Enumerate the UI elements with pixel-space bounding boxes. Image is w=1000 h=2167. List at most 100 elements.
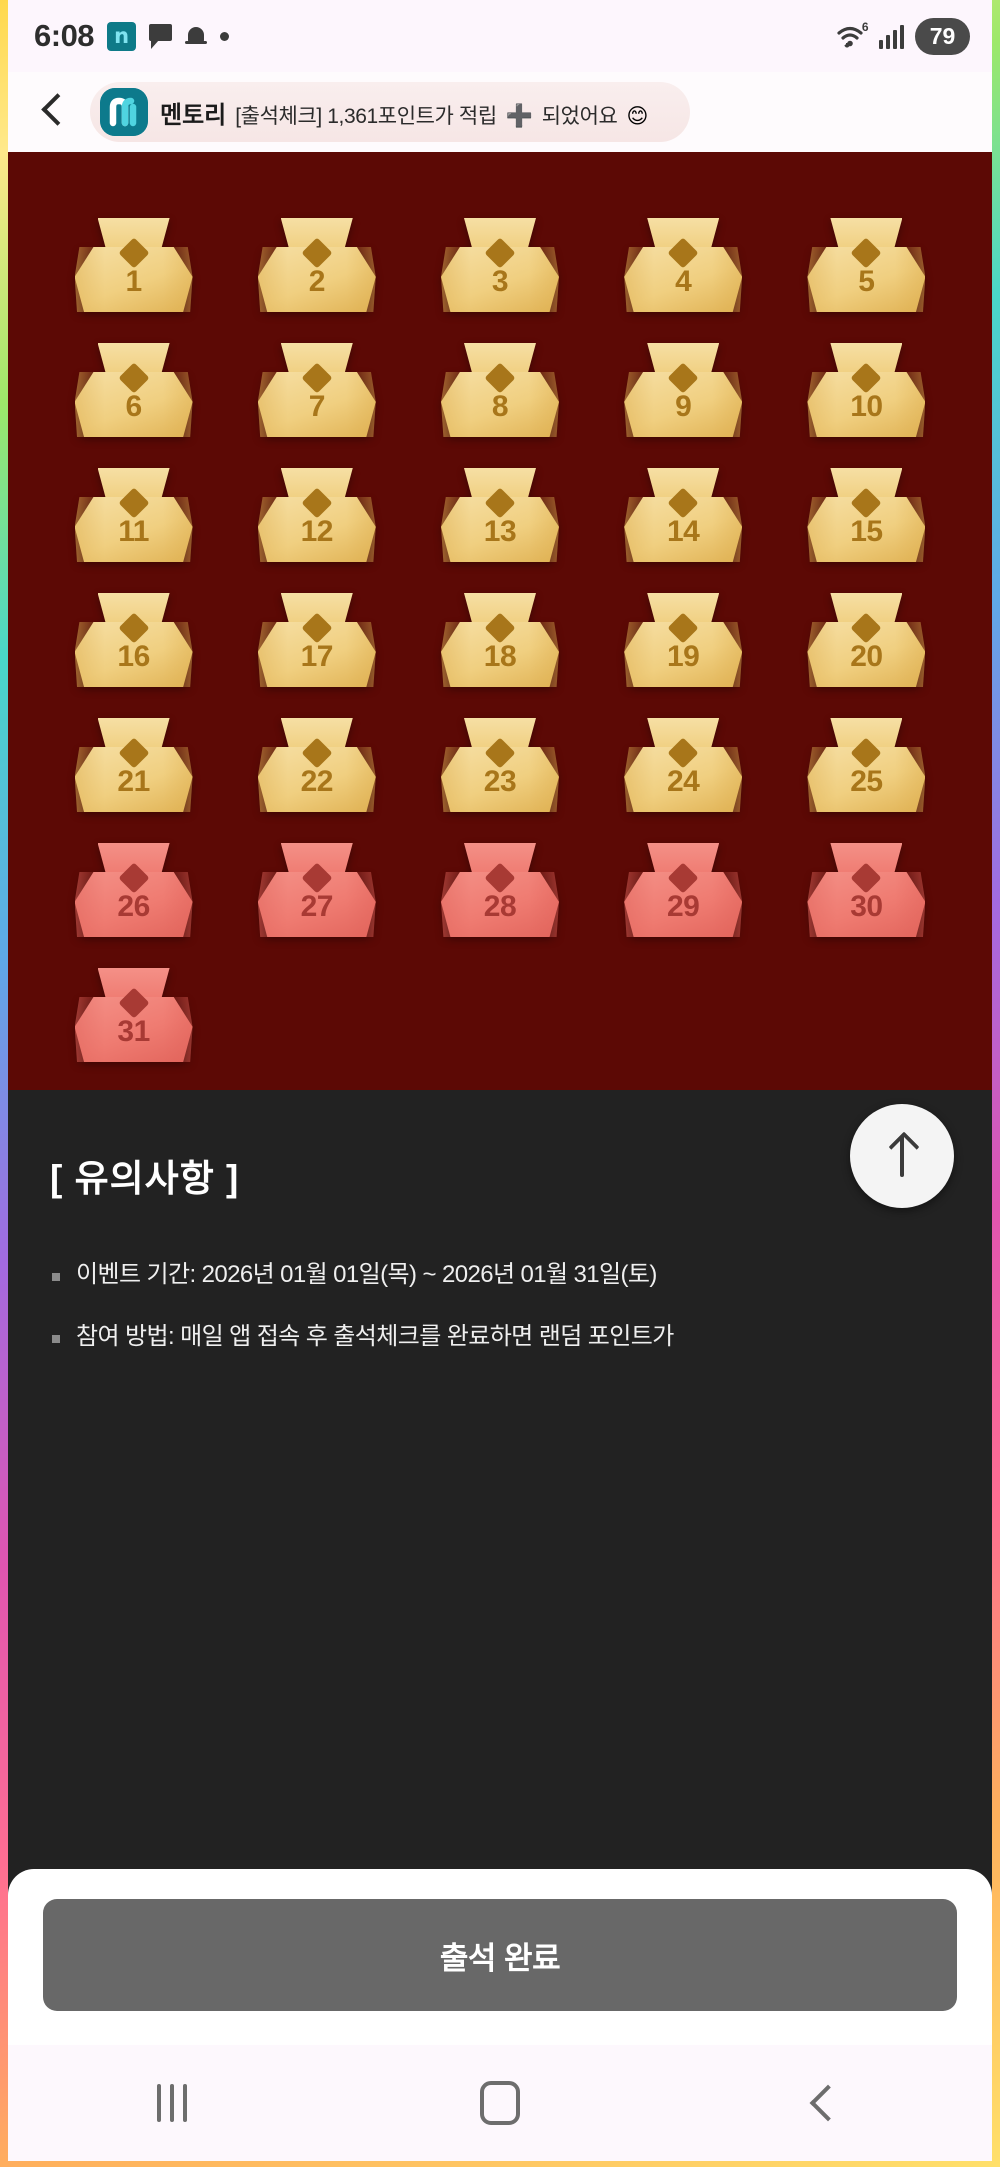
calendar-day-19[interactable]: 19 bbox=[624, 593, 743, 687]
day-number: 19 bbox=[667, 640, 700, 673]
bag-shade-right bbox=[162, 247, 193, 312]
day-number: 10 bbox=[850, 390, 883, 423]
bag-shade-right bbox=[528, 372, 559, 437]
attendance-calendar: 1 2 3 4 5 6 7 8 9 10 11 12 13 14 15 16 17 18 19 20 21 22 23 24 2… bbox=[8, 152, 992, 1090]
bag-shade-left bbox=[440, 747, 471, 812]
bag-shade-right bbox=[528, 247, 559, 312]
notice-heading: [ 유의사항 ] bbox=[50, 1158, 240, 1199]
wifi-icon: 6 bbox=[835, 20, 869, 50]
calendar-day-2[interactable]: 2 bbox=[257, 218, 376, 312]
day-number: 11 bbox=[118, 515, 149, 548]
bag-shade-left bbox=[257, 372, 288, 437]
day-number: 4 bbox=[675, 265, 692, 298]
calendar-day-10[interactable]: 10 bbox=[807, 343, 926, 437]
bag-shade-right bbox=[162, 872, 193, 937]
calendar-day-21[interactable]: 21 bbox=[74, 718, 193, 812]
bag-shade-left bbox=[807, 247, 838, 312]
bag-shade-right bbox=[712, 497, 743, 562]
day-number: 20 bbox=[850, 640, 883, 673]
day-number: 25 bbox=[850, 765, 883, 798]
home-button[interactable] bbox=[425, 2045, 575, 2161]
day-number: 14 bbox=[667, 515, 700, 548]
bag-shade-left bbox=[807, 872, 838, 937]
calendar-day-20[interactable]: 20 bbox=[807, 593, 926, 687]
day-number: 15 bbox=[850, 515, 883, 548]
calendar-day-14[interactable]: 14 bbox=[624, 468, 743, 562]
calendar-day-22[interactable]: 22 bbox=[257, 718, 376, 812]
bag-shade-right bbox=[162, 622, 193, 687]
dot-icon bbox=[220, 31, 230, 41]
bag-shade-right bbox=[528, 497, 559, 562]
bag-shade-left bbox=[807, 747, 838, 812]
calendar-day-8[interactable]: 8 bbox=[440, 343, 559, 437]
day-number: 8 bbox=[491, 390, 509, 423]
bag-shade-left bbox=[257, 622, 288, 687]
calendar-day-3[interactable]: 3 bbox=[440, 218, 559, 312]
bottom-action-sheet: 출석 완료 bbox=[8, 1869, 992, 2045]
status-bar-right: 6 79 bbox=[835, 17, 970, 55]
calendar-day-13[interactable]: 13 bbox=[440, 468, 559, 562]
calendar-day-24[interactable]: 24 bbox=[624, 718, 743, 812]
calendar-day-28[interactable]: 28 bbox=[440, 843, 559, 937]
bag-shade-left bbox=[624, 622, 655, 687]
attendance-complete-button[interactable]: 출석 완료 bbox=[43, 1899, 957, 2011]
notice-item: 참여 방법: 매일 앱 접속 후 출석체크를 완료하면 랜덤 포인트가 bbox=[50, 1306, 950, 1368]
back-nav-button[interactable] bbox=[753, 2045, 903, 2161]
calendar-day-30[interactable]: 30 bbox=[807, 843, 926, 937]
status-bar: 6:08 n 6 79 bbox=[8, 0, 992, 72]
calendar-day-16[interactable]: 16 bbox=[74, 593, 193, 687]
day-number: 27 bbox=[300, 890, 334, 923]
notification-tag-icon bbox=[149, 23, 173, 49]
calendar-day-26[interactable]: 26 bbox=[74, 843, 193, 937]
recents-button[interactable] bbox=[97, 2045, 247, 2161]
calendar-day-31[interactable]: 31 bbox=[74, 968, 193, 1062]
scroll-to-top-button[interactable] bbox=[850, 1104, 954, 1208]
calendar-day-6[interactable]: 6 bbox=[74, 343, 193, 437]
calendar-day-12[interactable]: 12 bbox=[257, 468, 376, 562]
app-viewport: 6:08 n 6 79 bbox=[8, 0, 992, 2161]
bag-shade-right bbox=[528, 622, 559, 687]
day-number: 18 bbox=[483, 640, 517, 673]
day-number: 12 bbox=[300, 515, 334, 548]
day-number: 13 bbox=[483, 515, 517, 548]
home-icon bbox=[480, 2081, 520, 2125]
cellular-signal-icon bbox=[878, 23, 904, 49]
calendar-day-4[interactable]: 4 bbox=[624, 218, 743, 312]
bag-shade-right bbox=[895, 497, 926, 562]
calendar-day-27[interactable]: 27 bbox=[257, 843, 376, 937]
bag-shade-right bbox=[712, 872, 743, 937]
bag-shade-left bbox=[257, 247, 288, 312]
calendar-day-18[interactable]: 18 bbox=[440, 593, 559, 687]
calendar-day-11[interactable]: 11 bbox=[74, 468, 193, 562]
day-number: 21 bbox=[117, 765, 150, 798]
calendar-day-25[interactable]: 25 bbox=[807, 718, 926, 812]
calendar-day-29[interactable]: 29 bbox=[624, 843, 743, 937]
recents-icon bbox=[157, 2084, 187, 2122]
calendar-day-17[interactable]: 17 bbox=[257, 593, 376, 687]
day-number: 29 bbox=[667, 890, 700, 923]
bag-shade-right bbox=[345, 247, 376, 312]
calendar-day-9[interactable]: 9 bbox=[624, 343, 743, 437]
day-number: 6 bbox=[125, 390, 143, 423]
notice-list: 이벤트 기간: 2026년 01월 01일(목) ~ 2026년 01월 31일… bbox=[50, 1244, 950, 1368]
calendar-day-15[interactable]: 15 bbox=[807, 468, 926, 562]
calendar-day-5[interactable]: 5 bbox=[807, 218, 926, 312]
bag-shade-left bbox=[74, 622, 105, 687]
calendar-day-1[interactable]: 1 bbox=[74, 218, 193, 312]
battery-indicator: 79 bbox=[915, 17, 970, 55]
bag-shade-left bbox=[74, 997, 105, 1062]
notification-banner[interactable]: 멘토리 [출석체크] 1,361포인트가 적립 ➕ 되었어요 😊 bbox=[90, 82, 690, 142]
bag-shade-right bbox=[712, 622, 743, 687]
calendar-day-7[interactable]: 7 bbox=[257, 343, 376, 437]
back-button[interactable] bbox=[34, 90, 74, 134]
day-number: 23 bbox=[483, 765, 517, 798]
calendar-day-23[interactable]: 23 bbox=[440, 718, 559, 812]
bag-shade-left bbox=[440, 622, 471, 687]
notice-item: 이벤트 기간: 2026년 01월 01일(목) ~ 2026년 01월 31일… bbox=[50, 1244, 950, 1306]
bag-shade-right bbox=[895, 747, 926, 812]
day-number: 24 bbox=[667, 765, 700, 798]
day-number: 26 bbox=[117, 890, 150, 923]
naver-badge-icon: n bbox=[107, 21, 137, 51]
day-number: 31 bbox=[117, 1015, 150, 1048]
